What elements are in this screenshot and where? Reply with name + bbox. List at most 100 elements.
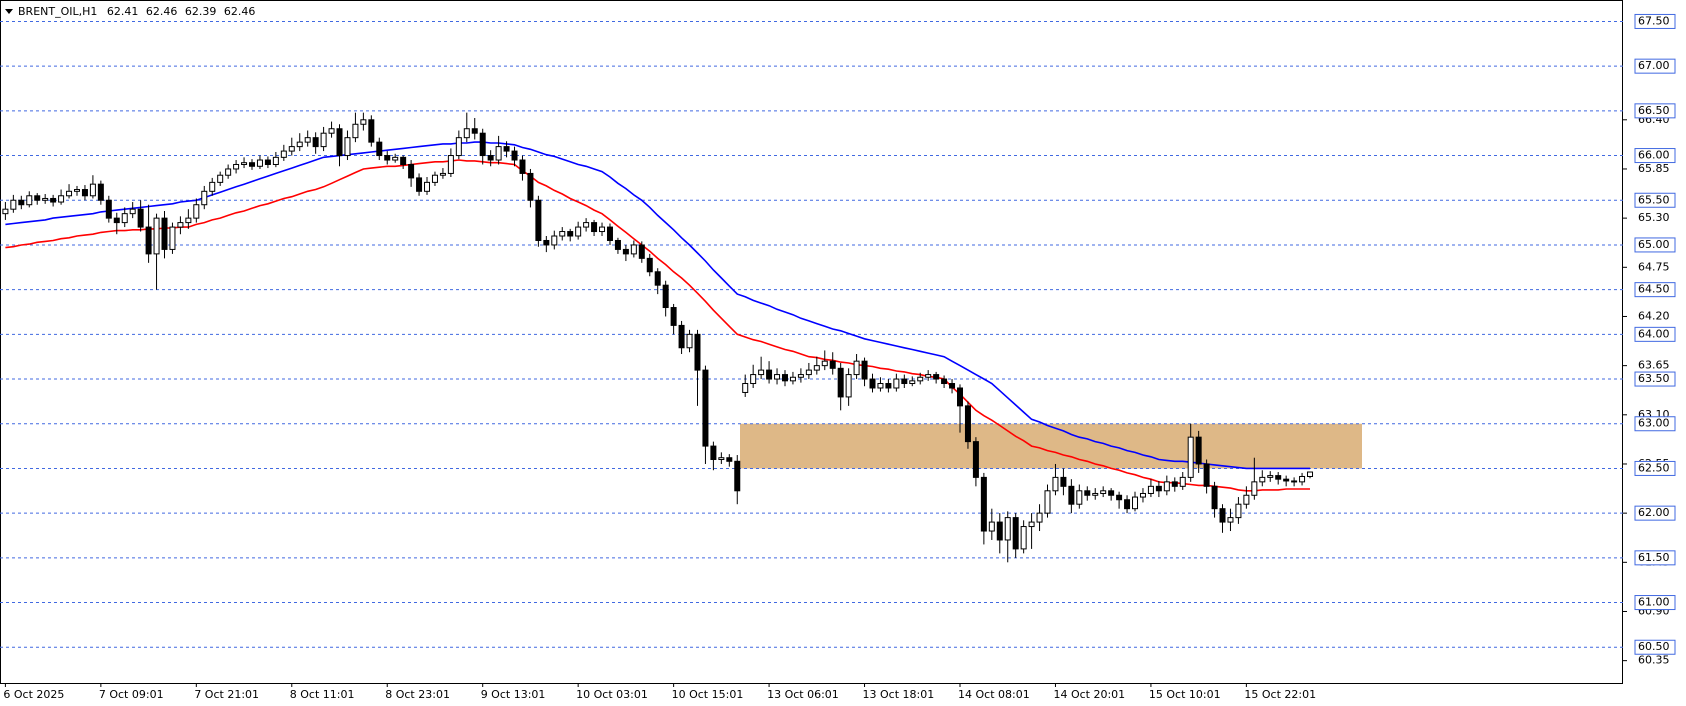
candle-body bbox=[606, 226, 613, 241]
candle-body bbox=[583, 222, 590, 228]
candle-body bbox=[614, 239, 621, 250]
candle-body bbox=[1060, 476, 1067, 487]
candle-body bbox=[662, 284, 669, 309]
resistance-zone bbox=[740, 423, 1362, 469]
level-label-box bbox=[1634, 595, 1676, 611]
candle-body bbox=[758, 369, 765, 376]
level-label: 63.50 bbox=[1638, 372, 1670, 385]
x-tick-label: 14 Oct 20:01 bbox=[1053, 688, 1125, 701]
x-tick-label: 14 Oct 08:01 bbox=[958, 688, 1030, 701]
candle-body bbox=[1299, 475, 1306, 483]
header: BRENT_OIL,H1 62.41 62.46 62.39 62.46 bbox=[2, 3, 255, 20]
candle-body bbox=[519, 159, 526, 174]
ma-layer bbox=[5, 141, 1310, 492]
candle-body bbox=[535, 199, 542, 241]
candle-body bbox=[853, 360, 860, 376]
y-tick-label: 64.20 bbox=[1638, 309, 1670, 322]
candle-body bbox=[447, 155, 454, 174]
low-value: 62.39 bbox=[185, 5, 217, 18]
level-label-box bbox=[1634, 460, 1676, 476]
candle-body bbox=[416, 177, 423, 192]
level-label: 66.00 bbox=[1638, 149, 1670, 162]
candle-body bbox=[1227, 517, 1234, 523]
candle-body bbox=[1267, 475, 1274, 478]
candle-body bbox=[1187, 436, 1194, 478]
candle-body bbox=[813, 365, 820, 371]
candle-body bbox=[861, 360, 868, 380]
candle-body bbox=[1084, 490, 1091, 496]
candle-body bbox=[73, 189, 80, 192]
candle-body bbox=[256, 159, 263, 167]
axis-layer: 66.4065.8565.3064.7564.2063.6563.1062.55… bbox=[3, 13, 1676, 701]
candle-body bbox=[376, 141, 383, 157]
candle-body bbox=[264, 159, 271, 165]
candle-body bbox=[201, 190, 208, 206]
level-label-box bbox=[1634, 505, 1676, 521]
x-tick-label: 7 Oct 21:01 bbox=[194, 688, 259, 701]
x-tick-label: 8 Oct 11:01 bbox=[290, 688, 355, 701]
candle-body bbox=[272, 156, 279, 165]
level-label: 62.50 bbox=[1638, 461, 1670, 474]
candle-body bbox=[1092, 492, 1099, 496]
y-tick-label: 65.85 bbox=[1638, 162, 1670, 175]
candle-body bbox=[591, 222, 598, 233]
candle-body bbox=[1219, 508, 1226, 523]
candle-body bbox=[463, 128, 470, 139]
candle-body bbox=[734, 460, 741, 492]
candle-body bbox=[1012, 517, 1019, 550]
candle-body bbox=[312, 137, 319, 148]
candle-body bbox=[980, 476, 987, 532]
candle-body bbox=[233, 163, 240, 170]
candle-body bbox=[368, 119, 375, 143]
candle-body bbox=[129, 208, 136, 215]
candle-body bbox=[392, 156, 399, 161]
candle-body bbox=[217, 174, 224, 183]
candle-body bbox=[829, 360, 836, 369]
candle-body bbox=[527, 172, 534, 201]
level-label: 66.50 bbox=[1638, 104, 1670, 117]
candle-body bbox=[487, 155, 494, 161]
open-value: 62.41 bbox=[107, 5, 139, 18]
candle-body bbox=[949, 383, 956, 389]
candle-body bbox=[18, 199, 25, 206]
candle-body bbox=[933, 374, 940, 380]
levels-layer bbox=[0, 20, 1623, 648]
candle-body bbox=[845, 374, 852, 398]
level-label: 62.00 bbox=[1638, 506, 1670, 519]
candle-body bbox=[694, 333, 701, 371]
candle-body bbox=[559, 231, 566, 237]
high-value: 62.46 bbox=[146, 5, 178, 18]
level-label: 60.50 bbox=[1638, 640, 1670, 653]
candle-body bbox=[877, 383, 884, 389]
candle-body bbox=[336, 128, 343, 157]
x-tick-label: 15 Oct 10:01 bbox=[1149, 688, 1221, 701]
candle-body bbox=[479, 132, 486, 157]
candle-body bbox=[1124, 499, 1131, 510]
candle-body bbox=[439, 172, 446, 176]
candle-body bbox=[1028, 521, 1035, 528]
candle-body bbox=[58, 195, 65, 203]
candle-body bbox=[925, 374, 932, 378]
candle-body bbox=[89, 183, 96, 197]
candle-body bbox=[320, 132, 327, 148]
candle-body bbox=[121, 213, 128, 224]
candle-body bbox=[1275, 475, 1282, 480]
candle-body bbox=[1163, 481, 1170, 492]
candle-body bbox=[567, 231, 574, 237]
level-label-box bbox=[1634, 282, 1676, 298]
y-tick-label: 60.35 bbox=[1638, 654, 1670, 667]
candle-body bbox=[781, 374, 788, 382]
candle-body bbox=[909, 380, 916, 385]
candle-body bbox=[957, 387, 963, 407]
candle-body bbox=[750, 374, 757, 385]
x-tick-label: 6 Oct 2025 bbox=[3, 688, 64, 701]
candle-body bbox=[1211, 485, 1218, 510]
x-tick-label: 10 Oct 15:01 bbox=[672, 688, 744, 701]
candle-body bbox=[1195, 436, 1202, 465]
candle-body bbox=[837, 367, 844, 398]
y-tick-label: 64.75 bbox=[1638, 260, 1670, 273]
candle-body bbox=[1020, 526, 1027, 550]
candle-body bbox=[81, 189, 88, 197]
candle-body bbox=[702, 369, 709, 447]
